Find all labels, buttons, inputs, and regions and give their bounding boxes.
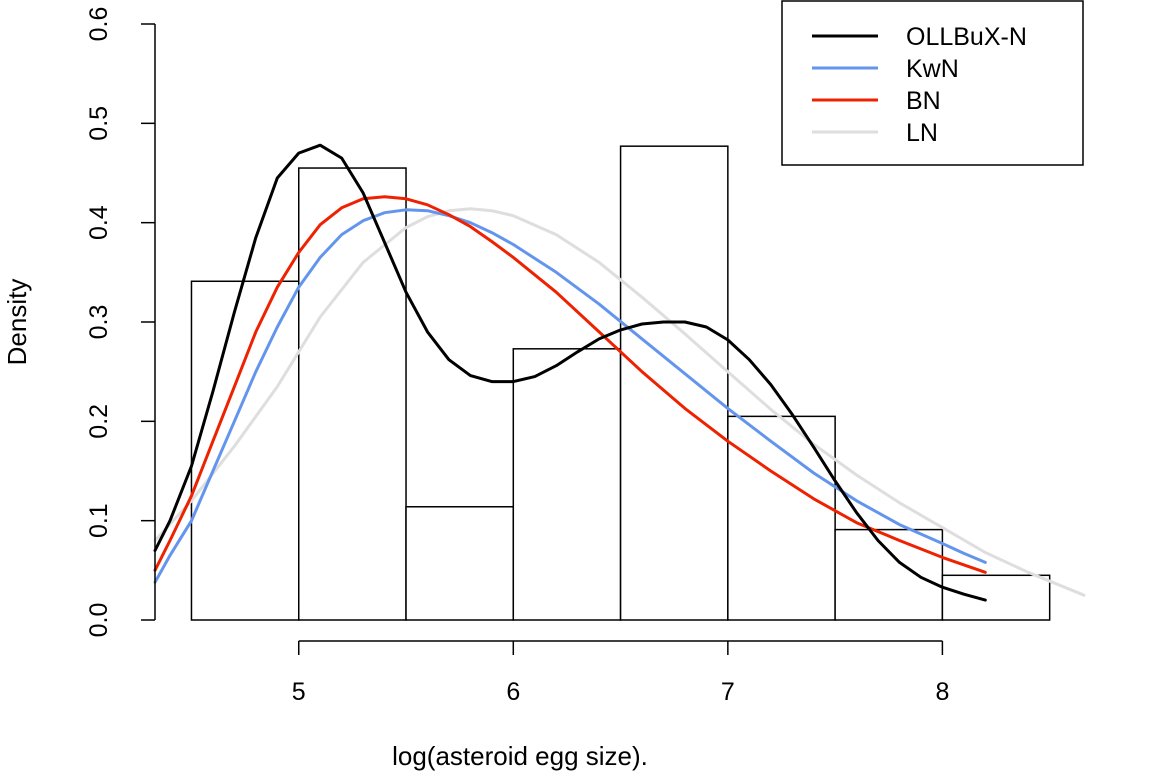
x-tick-label-2: 7 — [721, 678, 735, 706]
y-tick-label-1: 0.1 — [85, 503, 113, 538]
y-axis: 0.0 0.1 0.2 0.3 0.4 0.5 0.6 — [85, 7, 156, 638]
legend-label-0: OLLBuX-N — [906, 23, 1027, 51]
histogram-bar-2 — [405, 506, 515, 621]
histogram-bar-4 — [619, 145, 729, 621]
histogram-bar-0 — [190, 280, 300, 621]
density-curve-bn — [153, 195, 987, 574]
y-axis-label: Density — [2, 279, 32, 366]
histogram-bar-3 — [512, 348, 622, 621]
y-tick-label-2: 0.2 — [85, 404, 113, 439]
density-curve-ollbux-n — [153, 143, 987, 602]
legend-label-1: KwN — [906, 55, 959, 83]
x-tick-label-1: 6 — [506, 678, 520, 706]
legend-box — [781, 0, 1084, 166]
histogram-bar-7 — [941, 574, 1051, 621]
density-curves — [153, 143, 1086, 602]
x-tick-label-3: 8 — [935, 678, 949, 706]
legend: OLLBuX-N KwN BN LN — [781, 0, 1084, 166]
y-tick-label-3: 0.3 — [85, 305, 113, 340]
y-tick-label-0: 0.0 — [85, 603, 113, 638]
y-tick-label-4: 0.4 — [85, 205, 113, 240]
legend-label-2: BN — [906, 87, 941, 115]
histogram-bar-6 — [834, 528, 944, 621]
x-axis-label: log(asteroid egg size). — [392, 741, 648, 771]
histogram-bar-1 — [297, 167, 407, 621]
legend-label-3: LN — [906, 119, 938, 147]
y-tick-label-6: 0.6 — [85, 7, 113, 42]
density-curve-ln — [153, 207, 1086, 597]
x-axis: 5 6 7 8 — [292, 640, 949, 706]
y-tick-label-5: 0.5 — [85, 106, 113, 141]
x-tick-label-0: 5 — [292, 678, 306, 706]
